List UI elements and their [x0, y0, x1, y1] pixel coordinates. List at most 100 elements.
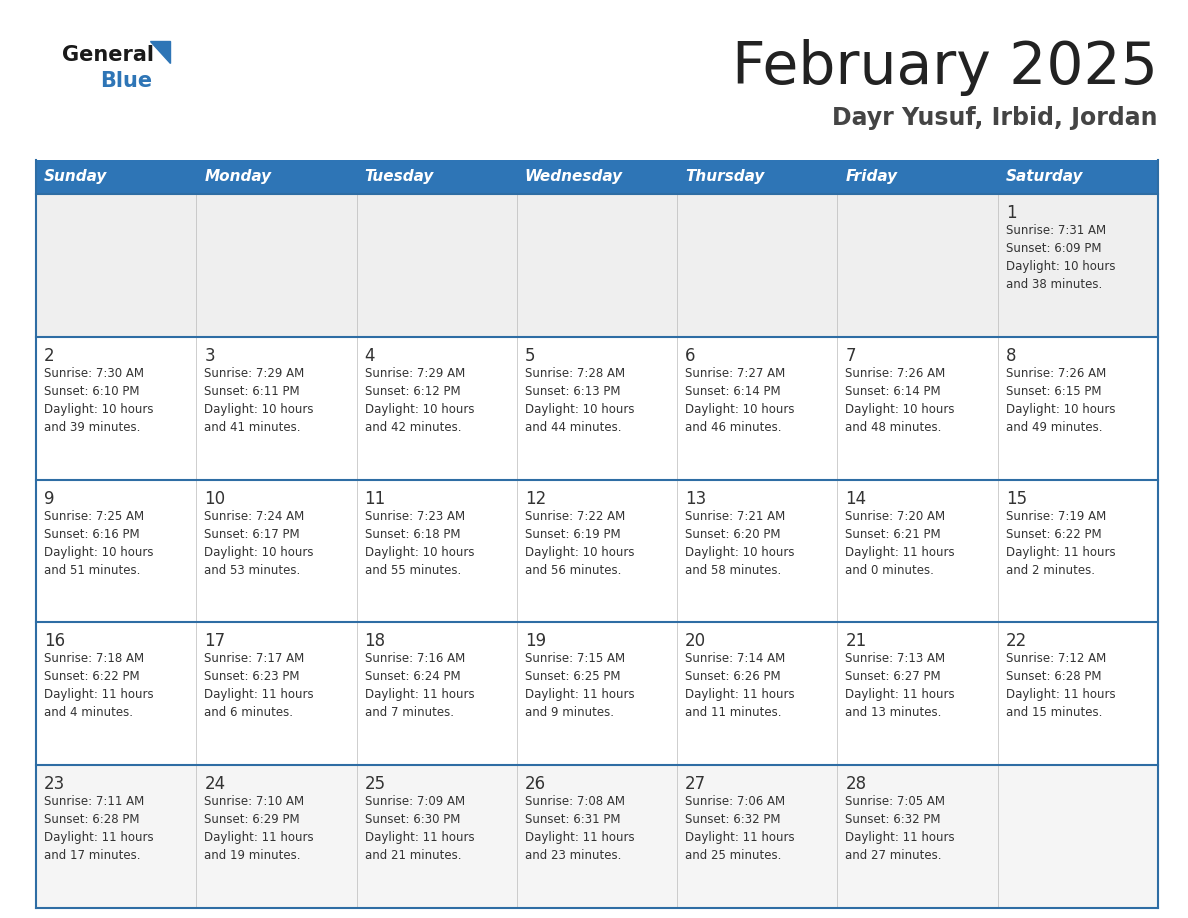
Text: 25: 25 [365, 775, 386, 793]
Text: 6: 6 [685, 347, 696, 364]
Text: Sunset: 6:32 PM: Sunset: 6:32 PM [846, 813, 941, 826]
Text: Thursday: Thursday [685, 170, 765, 185]
Text: 8: 8 [1006, 347, 1016, 364]
Text: Sunset: 6:17 PM: Sunset: 6:17 PM [204, 528, 299, 541]
Text: Sunrise: 7:11 AM: Sunrise: 7:11 AM [44, 795, 144, 808]
Text: and 2 minutes.: and 2 minutes. [1006, 564, 1094, 577]
Text: Daylight: 11 hours: Daylight: 11 hours [1006, 545, 1116, 558]
Text: Sunrise: 7:21 AM: Sunrise: 7:21 AM [685, 509, 785, 522]
Text: and 49 minutes.: and 49 minutes. [1006, 420, 1102, 434]
Text: and 9 minutes.: and 9 minutes. [525, 706, 614, 720]
Text: Sunset: 6:28 PM: Sunset: 6:28 PM [44, 813, 139, 826]
Text: Tuesday: Tuesday [365, 170, 434, 185]
Text: 27: 27 [685, 775, 707, 793]
Text: 23: 23 [44, 775, 65, 793]
Text: Daylight: 10 hours: Daylight: 10 hours [846, 403, 955, 416]
Text: and 13 minutes.: and 13 minutes. [846, 706, 942, 720]
Text: Sunset: 6:14 PM: Sunset: 6:14 PM [685, 385, 781, 397]
Text: and 53 minutes.: and 53 minutes. [204, 564, 301, 577]
Text: Daylight: 11 hours: Daylight: 11 hours [365, 688, 474, 701]
Text: Wednesday: Wednesday [525, 170, 623, 185]
Text: Saturday: Saturday [1006, 170, 1083, 185]
Text: Monday: Monday [204, 170, 271, 185]
Text: and 15 minutes.: and 15 minutes. [1006, 706, 1102, 720]
Text: 14: 14 [846, 489, 866, 508]
Text: Sunset: 6:12 PM: Sunset: 6:12 PM [365, 385, 460, 397]
Text: Sunday: Sunday [44, 170, 107, 185]
Text: Sunrise: 7:17 AM: Sunrise: 7:17 AM [204, 653, 304, 666]
Bar [36, 766, 1158, 908]
Text: and 23 minutes.: and 23 minutes. [525, 849, 621, 862]
Text: 11: 11 [365, 489, 386, 508]
Bar [36, 194, 1158, 337]
Polygon shape [150, 41, 170, 63]
Text: Sunrise: 7:10 AM: Sunrise: 7:10 AM [204, 795, 304, 808]
Text: Sunset: 6:11 PM: Sunset: 6:11 PM [204, 385, 299, 397]
Text: 21: 21 [846, 633, 867, 650]
Text: Sunset: 6:28 PM: Sunset: 6:28 PM [1006, 670, 1101, 683]
Text: Daylight: 11 hours: Daylight: 11 hours [846, 688, 955, 701]
Text: Sunset: 6:19 PM: Sunset: 6:19 PM [525, 528, 620, 541]
Text: Sunrise: 7:24 AM: Sunrise: 7:24 AM [204, 509, 304, 522]
Text: Sunset: 6:24 PM: Sunset: 6:24 PM [365, 670, 460, 683]
Text: Daylight: 10 hours: Daylight: 10 hours [525, 545, 634, 558]
Text: Sunset: 6:16 PM: Sunset: 6:16 PM [44, 528, 140, 541]
Text: Daylight: 11 hours: Daylight: 11 hours [204, 831, 314, 845]
Text: Sunrise: 7:05 AM: Sunrise: 7:05 AM [846, 795, 946, 808]
Text: Sunset: 6:15 PM: Sunset: 6:15 PM [1006, 385, 1101, 397]
Text: Sunset: 6:30 PM: Sunset: 6:30 PM [365, 813, 460, 826]
Text: Dayr Yusuf, Irbid, Jordan: Dayr Yusuf, Irbid, Jordan [833, 106, 1158, 130]
Text: and 7 minutes.: and 7 minutes. [365, 706, 454, 720]
Text: February 2025: February 2025 [732, 39, 1158, 96]
Text: 9: 9 [44, 489, 55, 508]
Text: Sunset: 6:26 PM: Sunset: 6:26 PM [685, 670, 781, 683]
Text: 26: 26 [525, 775, 546, 793]
Text: Daylight: 10 hours: Daylight: 10 hours [365, 545, 474, 558]
Text: Sunrise: 7:28 AM: Sunrise: 7:28 AM [525, 367, 625, 380]
Text: Sunset: 6:31 PM: Sunset: 6:31 PM [525, 813, 620, 826]
Text: Daylight: 11 hours: Daylight: 11 hours [846, 545, 955, 558]
Text: 2: 2 [44, 347, 55, 364]
Text: Sunset: 6:22 PM: Sunset: 6:22 PM [44, 670, 140, 683]
Text: Daylight: 10 hours: Daylight: 10 hours [44, 403, 153, 416]
Text: Daylight: 11 hours: Daylight: 11 hours [846, 831, 955, 845]
Text: Sunrise: 7:16 AM: Sunrise: 7:16 AM [365, 653, 465, 666]
Text: and 46 minutes.: and 46 minutes. [685, 420, 782, 434]
Text: Sunset: 6:09 PM: Sunset: 6:09 PM [1006, 242, 1101, 255]
Bar [36, 622, 1158, 766]
Text: Sunrise: 7:18 AM: Sunrise: 7:18 AM [44, 653, 144, 666]
Text: Sunset: 6:20 PM: Sunset: 6:20 PM [685, 528, 781, 541]
Text: Daylight: 11 hours: Daylight: 11 hours [44, 688, 153, 701]
Text: 19: 19 [525, 633, 546, 650]
Text: 18: 18 [365, 633, 386, 650]
Text: Daylight: 11 hours: Daylight: 11 hours [685, 831, 795, 845]
Text: Sunrise: 7:23 AM: Sunrise: 7:23 AM [365, 509, 465, 522]
Bar [36, 160, 1158, 194]
Text: Sunrise: 7:12 AM: Sunrise: 7:12 AM [1006, 653, 1106, 666]
Text: and 27 minutes.: and 27 minutes. [846, 849, 942, 862]
Text: Daylight: 11 hours: Daylight: 11 hours [365, 831, 474, 845]
Text: Daylight: 10 hours: Daylight: 10 hours [44, 545, 153, 558]
Text: Daylight: 10 hours: Daylight: 10 hours [1006, 260, 1116, 273]
Text: Daylight: 11 hours: Daylight: 11 hours [1006, 688, 1116, 701]
Text: 4: 4 [365, 347, 375, 364]
Text: Sunrise: 7:25 AM: Sunrise: 7:25 AM [44, 509, 144, 522]
Text: Daylight: 10 hours: Daylight: 10 hours [204, 545, 314, 558]
Text: and 6 minutes.: and 6 minutes. [204, 706, 293, 720]
Text: Daylight: 10 hours: Daylight: 10 hours [204, 403, 314, 416]
Text: Sunrise: 7:20 AM: Sunrise: 7:20 AM [846, 509, 946, 522]
Text: and 44 minutes.: and 44 minutes. [525, 420, 621, 434]
Text: and 11 minutes.: and 11 minutes. [685, 706, 782, 720]
Text: 16: 16 [44, 633, 65, 650]
Text: Daylight: 11 hours: Daylight: 11 hours [525, 688, 634, 701]
Text: Sunset: 6:18 PM: Sunset: 6:18 PM [365, 528, 460, 541]
Text: and 56 minutes.: and 56 minutes. [525, 564, 621, 577]
Text: Sunrise: 7:26 AM: Sunrise: 7:26 AM [1006, 367, 1106, 380]
Text: and 38 minutes.: and 38 minutes. [1006, 278, 1102, 291]
Text: 20: 20 [685, 633, 707, 650]
Text: 28: 28 [846, 775, 866, 793]
Text: 7: 7 [846, 347, 855, 364]
Text: and 58 minutes.: and 58 minutes. [685, 564, 782, 577]
Text: Sunset: 6:14 PM: Sunset: 6:14 PM [846, 385, 941, 397]
Text: Sunrise: 7:30 AM: Sunrise: 7:30 AM [44, 367, 144, 380]
